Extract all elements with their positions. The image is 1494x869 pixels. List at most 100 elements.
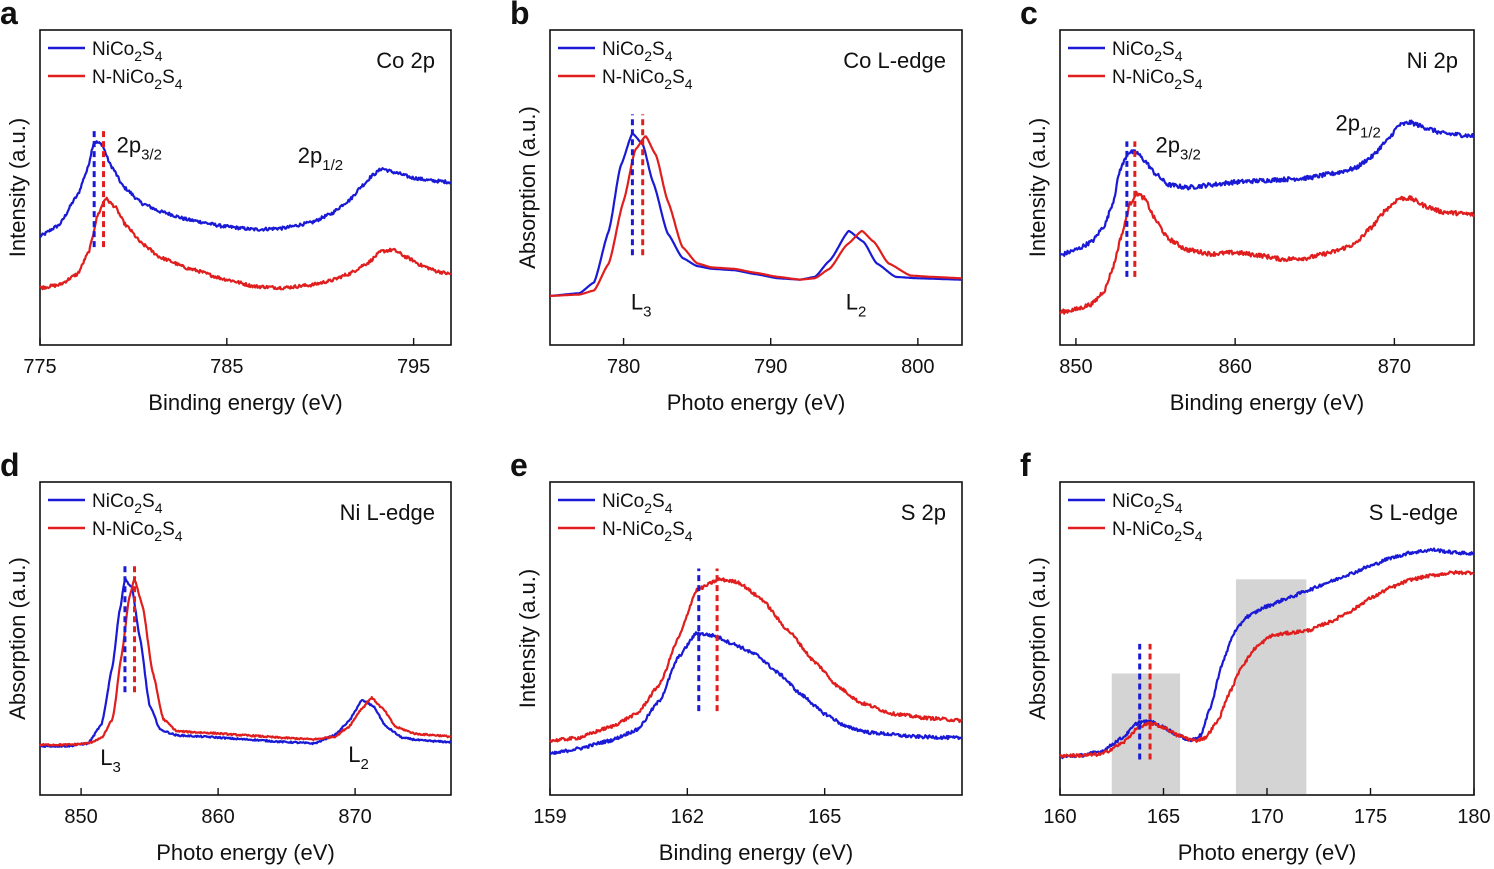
peak-annotation: 2p3/2 (1156, 132, 1201, 163)
panel-letter: d (0, 447, 20, 483)
x-tick-label: 785 (210, 356, 243, 378)
series-line-n-nico2s4 (550, 578, 962, 742)
legend-entry: NiCo2S4 (602, 39, 673, 64)
y-axis-label: Intensity (a.u.) (1025, 118, 1050, 257)
series-line-nico2s4 (550, 133, 962, 296)
x-tick-label: 850 (1059, 356, 1092, 378)
legend-entry: N-NiCo2S4 (92, 67, 183, 92)
panel-letter: f (1020, 447, 1031, 483)
peak-annotation-sub: 1/2 (1360, 125, 1381, 142)
panel-title: Ni 2p (1407, 48, 1458, 73)
legend-text: S (672, 519, 685, 540)
peak-annotation-main: L (348, 742, 360, 767)
legend-text: S (1162, 39, 1175, 60)
panel-letter: a (0, 0, 18, 31)
series-line-n-nico2s4 (40, 198, 451, 289)
peak-annotation: 2p1/2 (298, 143, 343, 174)
peak-annotation: 2p3/2 (117, 132, 162, 163)
legend-entry: NiCo2S4 (1112, 491, 1183, 516)
legend-sub: 4 (155, 500, 163, 516)
legend-entry: NiCo2S4 (92, 39, 163, 64)
legend-sub: 4 (665, 500, 673, 516)
legend-sub: 4 (175, 528, 183, 544)
legend-sub: 2 (1174, 76, 1182, 92)
panel-title: Co L-edge (843, 48, 946, 73)
legend-sub: 2 (154, 76, 162, 92)
series-line-nico2s4 (40, 580, 451, 747)
legend-sub: 2 (644, 500, 652, 516)
x-tick-label: 870 (1378, 356, 1411, 378)
legend-sub: 2 (1174, 528, 1182, 544)
x-tick-label: 170 (1250, 806, 1283, 828)
peak-annotation: 2p1/2 (1335, 111, 1380, 142)
legend-sub: 4 (1175, 48, 1183, 64)
legend-text: N-NiCo (602, 519, 664, 540)
legend-text: S (652, 491, 665, 512)
legend-text: NiCo (1112, 491, 1154, 512)
legend-sub: 2 (154, 528, 162, 544)
x-tick-label: 850 (64, 806, 97, 828)
legend-sub: 2 (134, 500, 142, 516)
legend-sub: 4 (1195, 76, 1203, 92)
series-line-nico2s4 (40, 141, 451, 236)
x-axis-label: Binding energy (eV) (659, 840, 853, 865)
peak-annotation-main: 2p (298, 143, 322, 168)
series-line-n-nico2s4 (1060, 192, 1474, 314)
peak-annotation-sub: 2 (361, 756, 369, 773)
panel-title: Ni L-edge (340, 500, 435, 525)
legend-text: S (1162, 491, 1175, 512)
legend-sub: 4 (685, 76, 693, 92)
legend-entry: N-NiCo2S4 (92, 519, 183, 544)
legend-sub: 2 (664, 76, 672, 92)
figure-canvas: 775 785 795Binding energy (eV)Intensity (a… (0, 0, 1494, 869)
peak-annotation: L3 (100, 745, 121, 776)
legend-sub: 2 (1154, 48, 1162, 64)
legend-sub: 4 (685, 528, 693, 544)
peak-annotation-sub: 2 (858, 303, 866, 320)
panel-letter: b (510, 0, 530, 31)
x-tick-label: 790 (754, 356, 787, 378)
shaded-region-2 (1236, 579, 1306, 794)
panel-a: 775 785 795 Binding energy (eV) Intensity (a… (0, 0, 451, 415)
panel-c: 850 860 870 Binding energy (eV) Intensity (a… (1020, 0, 1474, 415)
x-tick-label: 800 (901, 356, 934, 378)
legend-entry: N-NiCo2S4 (1112, 519, 1203, 544)
peak-annotation-main: L (631, 289, 643, 314)
legend-sub: 2 (1154, 500, 1162, 516)
x-tick-label: 870 (338, 806, 371, 828)
legend-text: N-NiCo (1112, 519, 1174, 540)
y-axis-label: Intensity (a.u.) (515, 569, 540, 708)
legend-sub: 2 (644, 48, 652, 64)
y-axis-label: Absorption (a.u.) (515, 106, 540, 269)
x-axis-label: Binding energy (eV) (1170, 390, 1364, 415)
x-tick-label: 180 (1457, 806, 1490, 828)
legend-text: NiCo (602, 491, 644, 512)
legend-text: N-NiCo (602, 67, 664, 88)
panel-title: Co 2p (376, 48, 435, 73)
legend-text: N-NiCo (92, 519, 154, 540)
legend-sub: 4 (175, 76, 183, 92)
peak-annotation: L2 (348, 742, 369, 773)
x-tick-label: 159 (533, 806, 566, 828)
peak-annotation-main: 2p (117, 132, 141, 157)
peak-annotation-sub: 3/2 (141, 146, 162, 163)
legend-text: S (142, 39, 155, 60)
panel-d: 850 860 870Photo energy (eV)Absorption (a.… (0, 447, 451, 865)
legend-text: NiCo (92, 491, 134, 512)
legend-text: NiCo (1112, 39, 1154, 60)
legend-sub: 4 (665, 48, 673, 64)
x-tick-label: 175 (1354, 806, 1387, 828)
legend-text: NiCo (92, 39, 134, 60)
legend-entry: NiCo2S4 (92, 491, 163, 516)
legend-sub: 4 (1195, 528, 1203, 544)
x-tick-label: 165 (1147, 806, 1180, 828)
legend-entry: N-NiCo2S4 (602, 519, 693, 544)
peak-annotation-main: 2p (1156, 132, 1180, 157)
legend-text: NiCo (602, 39, 644, 60)
panel-letter: e (510, 447, 528, 483)
legend-text: S (672, 67, 685, 88)
peak-annotation: L2 (846, 289, 867, 320)
peak-annotation-sub: 3 (643, 303, 651, 320)
legend-entry: NiCo2S4 (1112, 39, 1183, 64)
